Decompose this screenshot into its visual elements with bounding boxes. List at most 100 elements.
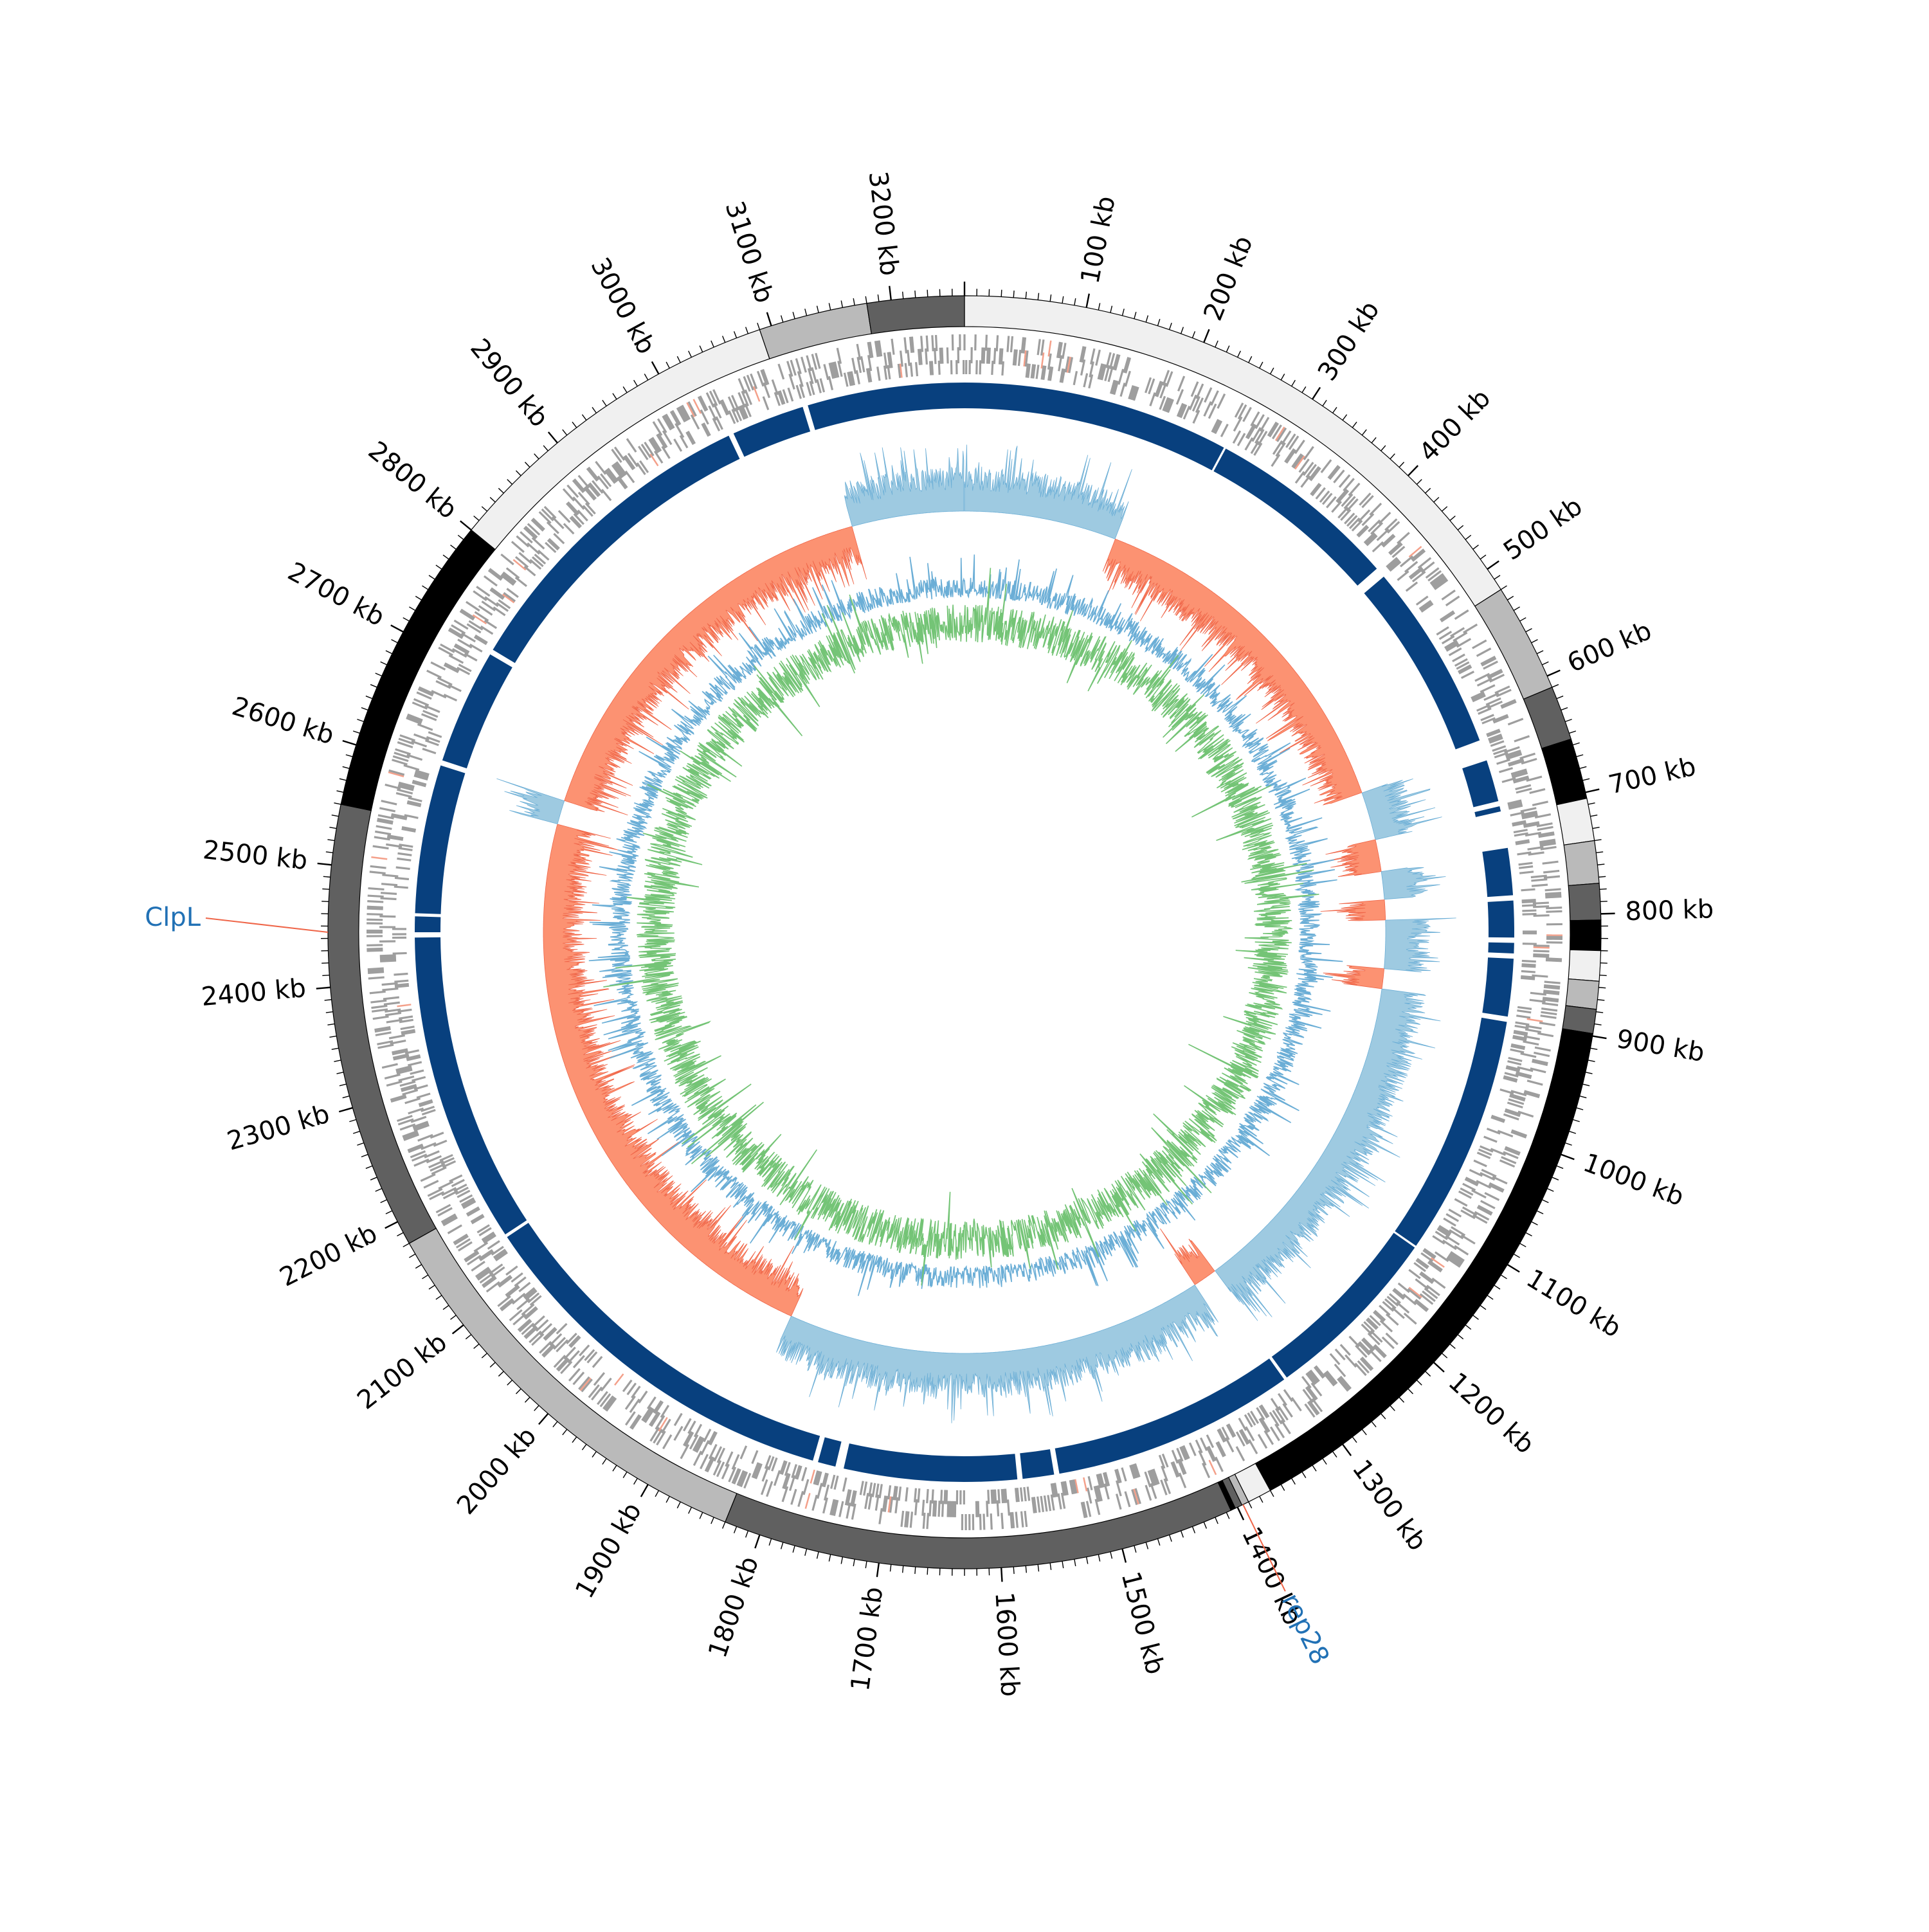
feature-mark [367, 950, 383, 951]
feature-mark [1370, 503, 1381, 515]
minor-tick [602, 1458, 606, 1464]
feature-mark [1541, 1009, 1557, 1011]
feature-mark [371, 857, 387, 859]
minor-tick [1110, 306, 1112, 313]
feature-mark [799, 1491, 803, 1506]
feature-mark [1516, 1022, 1530, 1025]
minor-tick [644, 374, 648, 381]
minor-tick [1552, 685, 1559, 687]
minor-tick [805, 1549, 807, 1556]
feature-mark [1527, 1081, 1543, 1085]
minor-tick [1552, 1177, 1559, 1180]
minor-tick [1597, 864, 1604, 865]
feature-mark [1454, 1199, 1467, 1206]
feature-mark [989, 348, 990, 364]
feature-mark [519, 1283, 530, 1292]
major-tick [1593, 1036, 1607, 1038]
minor-tick [1507, 596, 1513, 600]
minor-tick [563, 429, 567, 435]
feature-mark [1345, 1355, 1356, 1368]
minor-tick [1520, 1243, 1526, 1247]
feature-mark [382, 989, 398, 990]
feature-mark [382, 875, 398, 876]
feature-mark [1335, 1364, 1345, 1377]
feature-mark [1121, 383, 1125, 397]
minor-tick [1062, 1561, 1064, 1568]
minor-tick [1170, 1535, 1172, 1541]
feature-mark [1063, 343, 1065, 359]
minor-tick [1473, 545, 1479, 550]
feature-mark [654, 1429, 662, 1443]
minor-tick [723, 336, 725, 342]
minor-tick [329, 827, 336, 829]
feature-mark [980, 360, 981, 374]
minor-tick [666, 1496, 669, 1503]
feature-mark [1179, 1473, 1185, 1488]
minor-tick [1292, 1478, 1296, 1484]
feature-mark [438, 1208, 452, 1216]
feature-mark [1216, 1457, 1223, 1472]
minor-tick [507, 1380, 512, 1386]
feature-mark [1534, 1052, 1549, 1056]
feature-mark [681, 1445, 689, 1459]
tick-label: 2800 kb [363, 436, 462, 525]
minor-tick [1238, 351, 1241, 357]
feature-mark [512, 1294, 525, 1304]
feature-mark [802, 357, 806, 372]
feature-mark [1462, 1235, 1475, 1243]
minor-tick [343, 1096, 350, 1098]
feature-mark [1492, 1177, 1507, 1184]
feature-mark [923, 1513, 925, 1529]
feature-mark [935, 348, 936, 364]
tick-label: 3200 kb [863, 170, 905, 277]
minor-tick [332, 815, 339, 817]
feature-mark [399, 1016, 413, 1018]
feature-mark [927, 336, 928, 352]
feature-mark [892, 339, 894, 355]
minor-tick [1146, 316, 1148, 323]
major-tick [1586, 790, 1599, 793]
tick-label: 2000 kb [451, 1422, 542, 1520]
feature-mark [899, 1486, 901, 1501]
feature-mark [1265, 1431, 1273, 1444]
minor-tick [525, 1397, 530, 1402]
feature-mark [694, 1424, 701, 1436]
blast-block-6 [1488, 901, 1514, 938]
feature-mark [912, 337, 913, 353]
contig-segment-22 [867, 296, 964, 334]
tick-label: 2600 kb [228, 692, 337, 751]
major-tick [1312, 388, 1320, 399]
feature-mark [368, 972, 384, 973]
feature-mark [691, 415, 699, 429]
minor-tick [1442, 507, 1447, 511]
feature-mark [1048, 1495, 1051, 1511]
feature-mark [1008, 1499, 1009, 1515]
major-tick [343, 741, 356, 745]
feature-mark [1089, 1476, 1092, 1490]
minor-tick [326, 852, 333, 853]
feature-mark [704, 1429, 711, 1442]
feature-mark [1516, 1016, 1530, 1018]
tick-label: 500 kb [1498, 491, 1588, 566]
minor-tick [734, 331, 737, 338]
feature-mark [401, 1027, 415, 1029]
feature-mark [379, 808, 395, 811]
feature-mark [474, 1243, 487, 1252]
feature-mark [370, 872, 386, 874]
feature-mark [1542, 1003, 1558, 1005]
feature-mark [1545, 889, 1561, 890]
feature-mark [987, 1501, 988, 1517]
major-tick [1434, 1362, 1444, 1372]
gc-skew-section-2 [1362, 779, 1442, 840]
minor-tick [451, 1315, 457, 1320]
annotation-leader-line [206, 918, 328, 932]
feature-mark [942, 348, 943, 364]
feature-mark [1295, 440, 1304, 454]
feature-mark [1200, 1438, 1206, 1450]
minor-tick [1501, 586, 1507, 590]
feature-mark [380, 957, 396, 958]
minor-tick [1537, 1211, 1543, 1214]
minor-tick [853, 298, 855, 305]
feature-mark [394, 980, 408, 982]
minor-tick [623, 386, 627, 392]
